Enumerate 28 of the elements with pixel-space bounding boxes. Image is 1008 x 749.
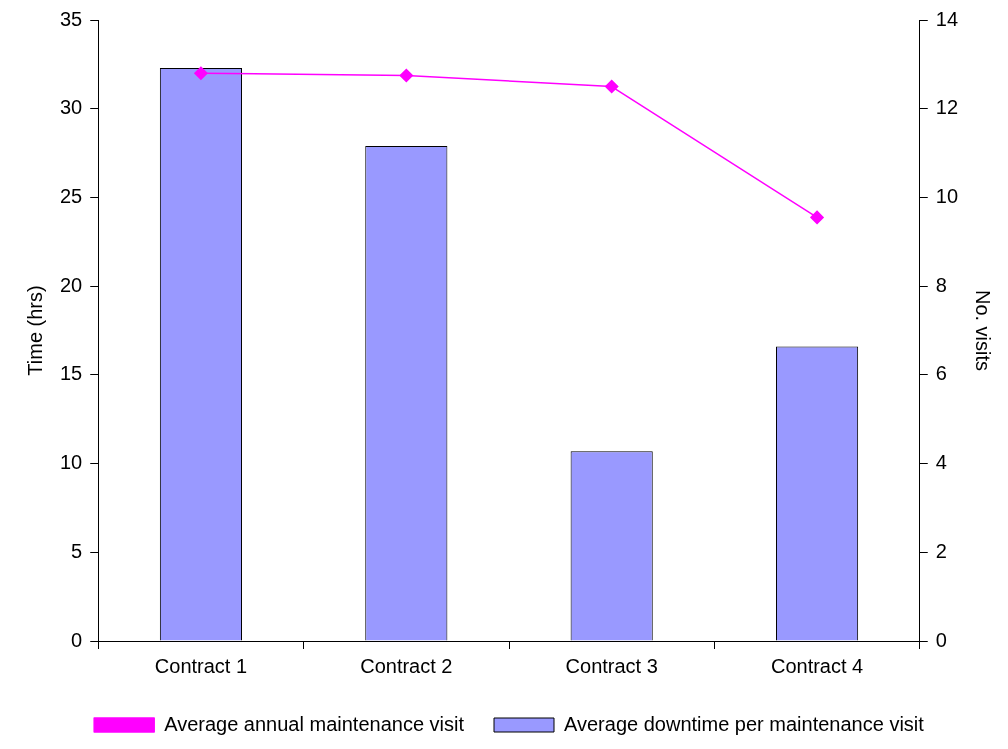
x-tick-label: Contract 2 <box>360 654 453 677</box>
y-tick-label: 10 <box>60 451 83 474</box>
point <box>399 68 414 83</box>
y-tick-label: 0 <box>71 628 83 651</box>
y2-tick-label: 8 <box>935 273 947 296</box>
y-axis-title: Time (hrs) <box>23 285 46 376</box>
y-tick-label: 35 <box>60 7 83 30</box>
y2-tick-label: 12 <box>935 96 958 119</box>
point <box>604 79 619 94</box>
y2-tick-label: 10 <box>935 184 958 207</box>
x-tick-label: Contract 3 <box>565 654 658 677</box>
x-tick-label: Contract 4 <box>770 654 864 677</box>
y2-tick-label: 0 <box>935 628 947 651</box>
x-tick-label: Contract 1 <box>154 654 248 677</box>
y-tick-label: 5 <box>71 539 83 562</box>
y-tick-label: 30 <box>60 96 83 119</box>
y2-tick-label: 4 <box>935 451 947 474</box>
y-tick-label: 15 <box>60 362 83 385</box>
y-tick-label: 20 <box>60 273 83 296</box>
y2-tick-label: 2 <box>935 539 947 562</box>
point <box>810 210 824 225</box>
y-tick-label: 25 <box>60 184 83 207</box>
legend-label: Average downtime per maintenance visit <box>564 712 925 735</box>
point <box>194 66 208 80</box>
y2-axis-title: No. visits <box>972 289 995 372</box>
y2-tick-label: 14 <box>935 7 958 30</box>
legend-label: Average annual maintenance visit <box>164 712 465 735</box>
y2-tick-label: 6 <box>935 362 947 385</box>
